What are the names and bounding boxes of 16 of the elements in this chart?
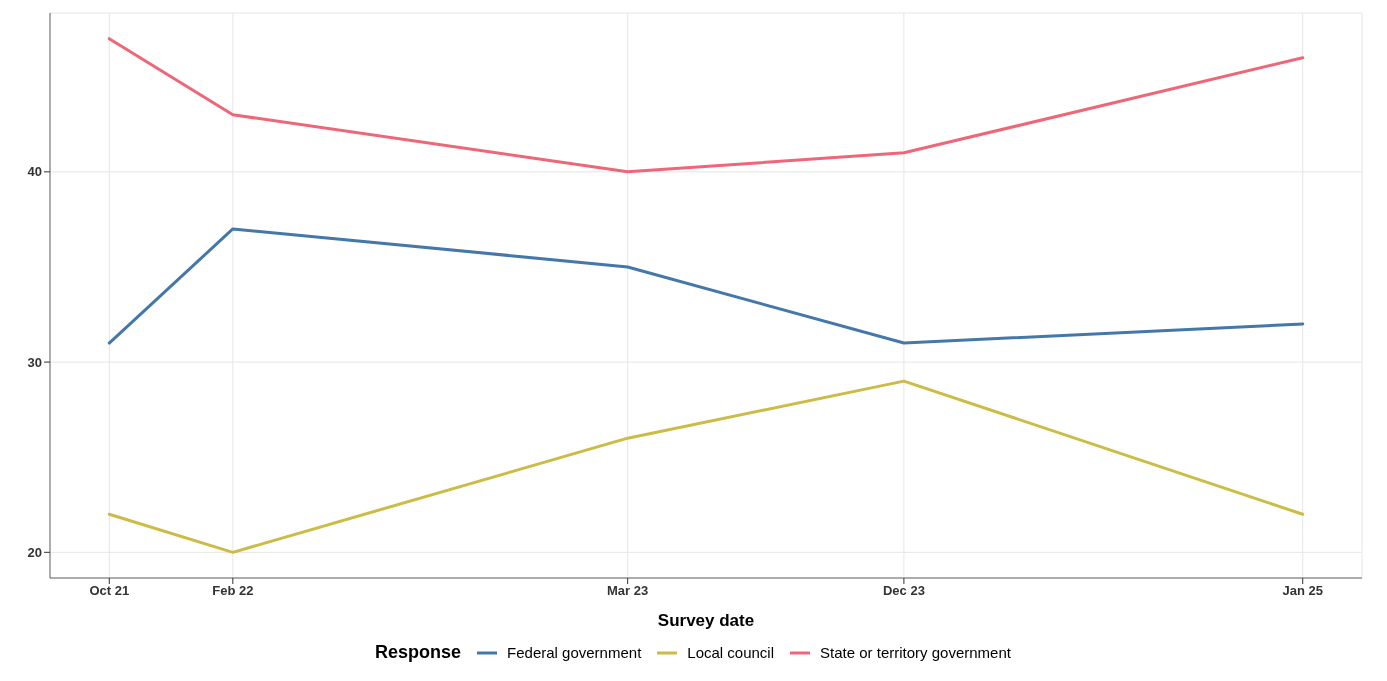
line-series [107,37,1305,174]
legend-label: State or territory government [820,644,1011,661]
x-tick-label: Oct 21 [89,583,130,599]
x-tick-label: Dec 23 [882,583,925,599]
x-tick-label: Mar 23 [607,583,649,599]
y-tick-label: 40 [27,164,42,180]
line-series [107,379,1305,554]
legend-title: Response [375,642,462,663]
x-tick-label: Feb 22 [212,583,254,599]
legend-label: Federal government [507,644,642,661]
y-tick-label: 20 [27,544,42,560]
legend-label: Local council [687,644,775,661]
line-series [107,227,1305,345]
x-axis-title: Survey date [657,611,755,630]
y-tick-label: 30 [27,354,42,370]
x-tick-label: Jan 25 [1282,583,1323,599]
